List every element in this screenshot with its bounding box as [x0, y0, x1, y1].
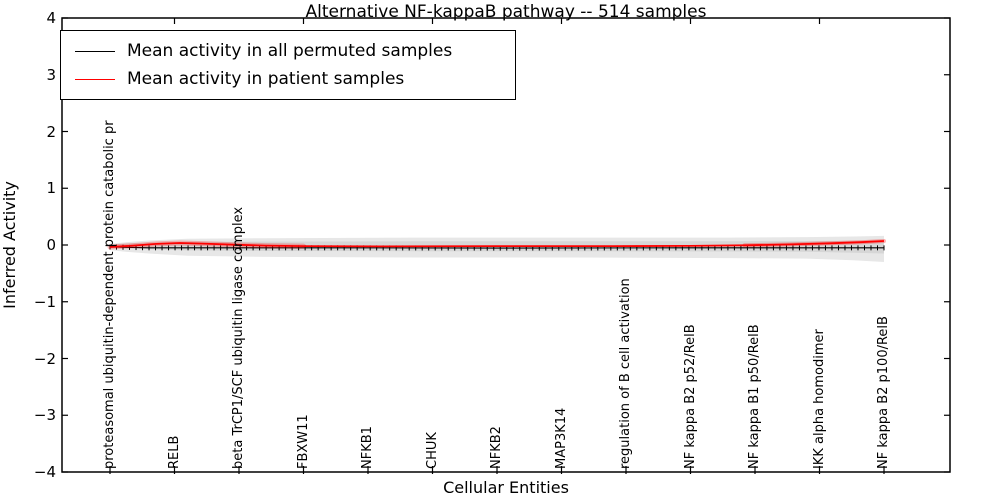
x-category-label: NFKB2: [489, 426, 504, 469]
y-tick-label: 0: [46, 236, 56, 254]
y-tick-label: −1: [33, 292, 56, 311]
permuted-line-sample-icon: [75, 50, 115, 52]
x-category-label: FBXW11: [295, 414, 311, 469]
patient-mean-line: [109, 240, 885, 248]
y-tick-label: 4: [46, 9, 56, 27]
y-tick-label: −3: [33, 406, 56, 425]
x-category-label: NF kappa B2 p100/RelB: [876, 316, 891, 469]
legend-row-patient: Mean activity in patient samples: [75, 68, 515, 90]
x-category-label: regulation of B cell activation: [618, 278, 633, 469]
x-category-label: RELB: [166, 435, 182, 469]
patient-line-sample-icon: [75, 78, 115, 80]
legend: Mean activity in all permuted samples Me…: [60, 30, 516, 100]
x-category-label: proteasomal ubiquitin-dependent protein …: [102, 120, 117, 469]
y-tick-label: −4: [33, 463, 56, 481]
legend-label-patient: Mean activity in patient samples: [127, 69, 405, 89]
x-category-label: NF kappa B2 p52/RelB: [682, 324, 698, 469]
x-category-label: CHUK: [424, 432, 440, 469]
x-category-label: NF kappa B1 p50/RelB: [747, 324, 762, 469]
x-category-label: IKK alpha homodimer: [811, 329, 827, 469]
x-category-label: MAP3K14: [553, 407, 569, 469]
x-axis-label: Cellular Entities: [443, 478, 569, 497]
permuted-mean-line: [109, 246, 884, 249]
legend-row-permuted: Mean activity in all permuted samples: [75, 40, 515, 62]
legend-label-permuted: Mean activity in all permuted samples: [127, 41, 453, 61]
y-tick-label: −2: [33, 349, 56, 368]
chart-title: Alternative NF-kappaB pathway -- 514 sam…: [305, 2, 707, 22]
y-tick-label: 1: [46, 179, 56, 198]
y-tick-label: 3: [46, 65, 56, 84]
y-tick-label: 2: [46, 122, 56, 141]
x-category-label: beta TrCP1/SCF ubiquitin ligase complex: [231, 206, 246, 469]
x-category-label: NFKB1: [360, 426, 375, 469]
